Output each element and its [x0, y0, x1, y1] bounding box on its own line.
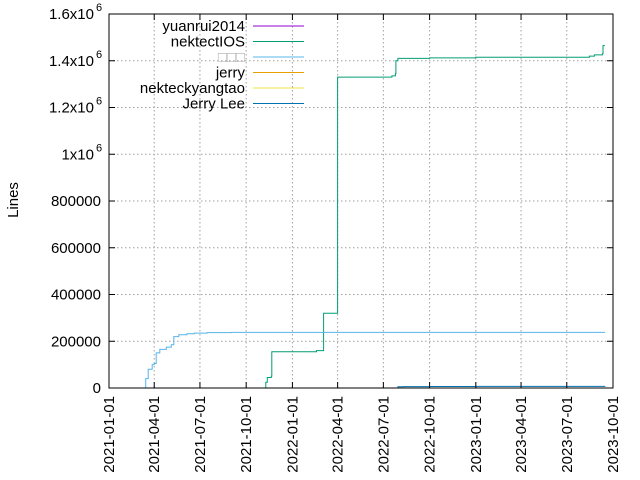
legend: yuanrui2014nektectIOS□□□jerrynekteckyang… [140, 18, 304, 113]
y-tick-label: 1x10 [61, 146, 94, 163]
grid-lines [109, 14, 613, 388]
x-tick-label: 2023-10-01 [605, 396, 622, 473]
x-axis: 2021-01-01 2021-04-01 2021-07-01 2021-10-01… [101, 14, 622, 473]
y-tick-label: 1.6x10 [49, 6, 94, 23]
x-tick-label: 2021-10-01 [238, 396, 255, 473]
legend-label: Jerry Lee [182, 96, 245, 113]
y-tick-label: 0 [93, 380, 101, 397]
y-tick-label: 800000 [51, 193, 101, 210]
x-tick-label: 2021-07-01 [192, 396, 209, 473]
y-tick-label: 200000 [51, 333, 101, 350]
x-tick-label: 2022-07-01 [375, 396, 392, 473]
y-tick-label: 1.4x10 [49, 53, 94, 70]
x-tick-label: 2022-01-01 [284, 396, 301, 473]
x-tick-label: 2022-10-01 [422, 396, 439, 473]
x-tick-label: 2021-01-01 [101, 396, 118, 473]
y-tick-exponent: 6 [96, 49, 102, 61]
x-tick-label: 2021-04-01 [146, 396, 163, 473]
legend-label: yuanrui2014 [162, 18, 245, 35]
series-line-1 [265, 45, 605, 388]
legend-label: jerry [215, 65, 246, 82]
y-tick-label: 600000 [51, 240, 101, 257]
x-tick-label: 2023-04-01 [513, 396, 530, 473]
x-tick-label: 2023-01-01 [468, 396, 485, 473]
y-axis-label: Lines [5, 182, 22, 218]
y-tick-exponent: 6 [96, 96, 102, 108]
y-tick-label: 400000 [51, 287, 101, 304]
x-tick-label: 2023-07-01 [559, 396, 576, 473]
legend-label: nekteckyangtao [140, 80, 245, 97]
y-tick-exponent: 6 [96, 142, 102, 154]
legend-label: □□□ [218, 49, 245, 66]
y-tick-exponent: 6 [96, 2, 102, 14]
y-tick-label: 1.2x10 [49, 100, 94, 117]
x-tick-label: 2022-04-01 [330, 396, 347, 473]
series-line-2 [142, 331, 605, 389]
legend-label: nektectIOS [171, 34, 245, 51]
